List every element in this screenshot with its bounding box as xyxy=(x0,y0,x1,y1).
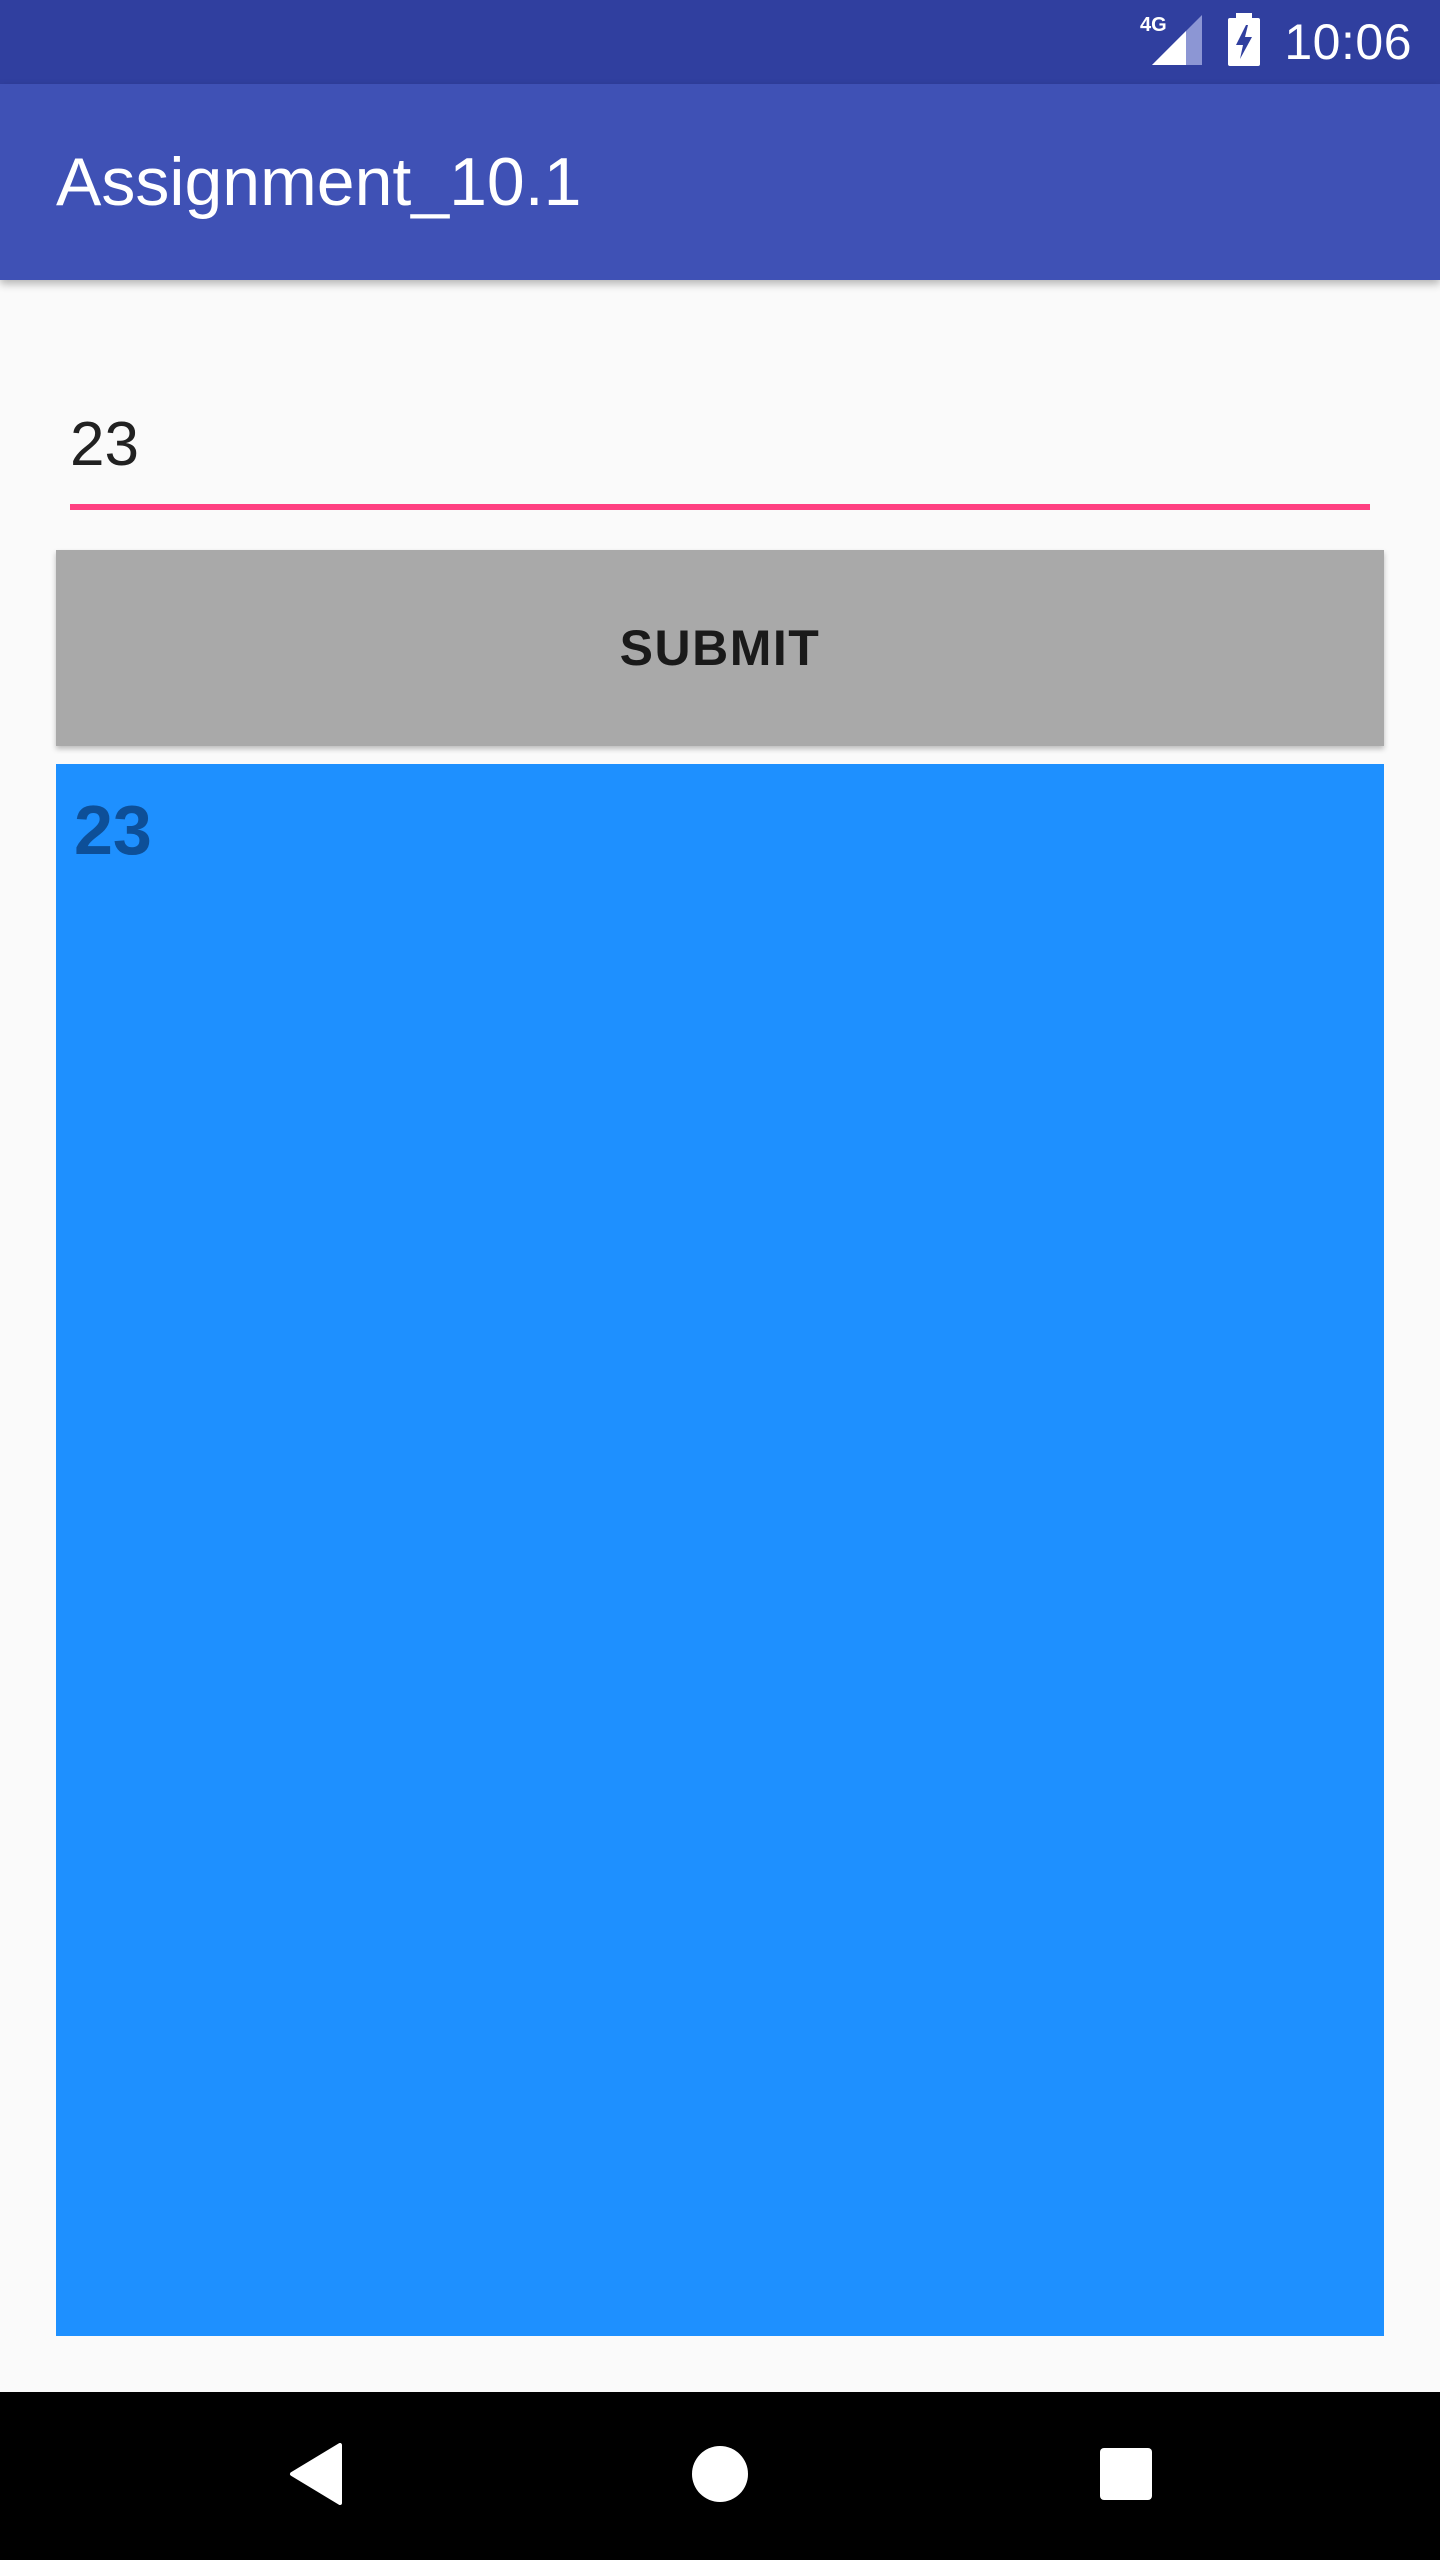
battery-charging-icon xyxy=(1226,12,1262,72)
app-toolbar: Assignment_10.1 xyxy=(0,84,1440,280)
status-bar: 4G 10:06 xyxy=(0,0,1440,84)
network-type-label: 4G xyxy=(1140,14,1167,36)
status-icons: 4G 10:06 xyxy=(1140,0,1412,84)
home-button[interactable] xyxy=(640,2392,800,2560)
result-panel: 23 xyxy=(56,764,1384,2336)
network-4g-icon: 4G xyxy=(1140,13,1204,72)
navigation-bar xyxy=(0,2392,1440,2560)
recents-square-icon xyxy=(1099,2447,1153,2506)
main-content: 23 SUBMIT 23 xyxy=(0,280,1440,2392)
app-title: Assignment_10.1 xyxy=(56,144,582,220)
back-triangle-icon xyxy=(288,2442,344,2510)
status-time: 10:06 xyxy=(1284,14,1412,70)
back-button[interactable] xyxy=(236,2392,396,2560)
number-input-value[interactable]: 23 xyxy=(70,410,139,479)
submit-button[interactable]: SUBMIT xyxy=(56,550,1384,746)
input-underline xyxy=(70,504,1370,510)
result-text: 23 xyxy=(74,791,152,869)
home-circle-icon xyxy=(690,2444,750,2509)
number-input-field[interactable]: 23 xyxy=(70,380,1370,510)
submit-button-label: SUBMIT xyxy=(619,620,821,676)
recents-button[interactable] xyxy=(1046,2392,1206,2560)
